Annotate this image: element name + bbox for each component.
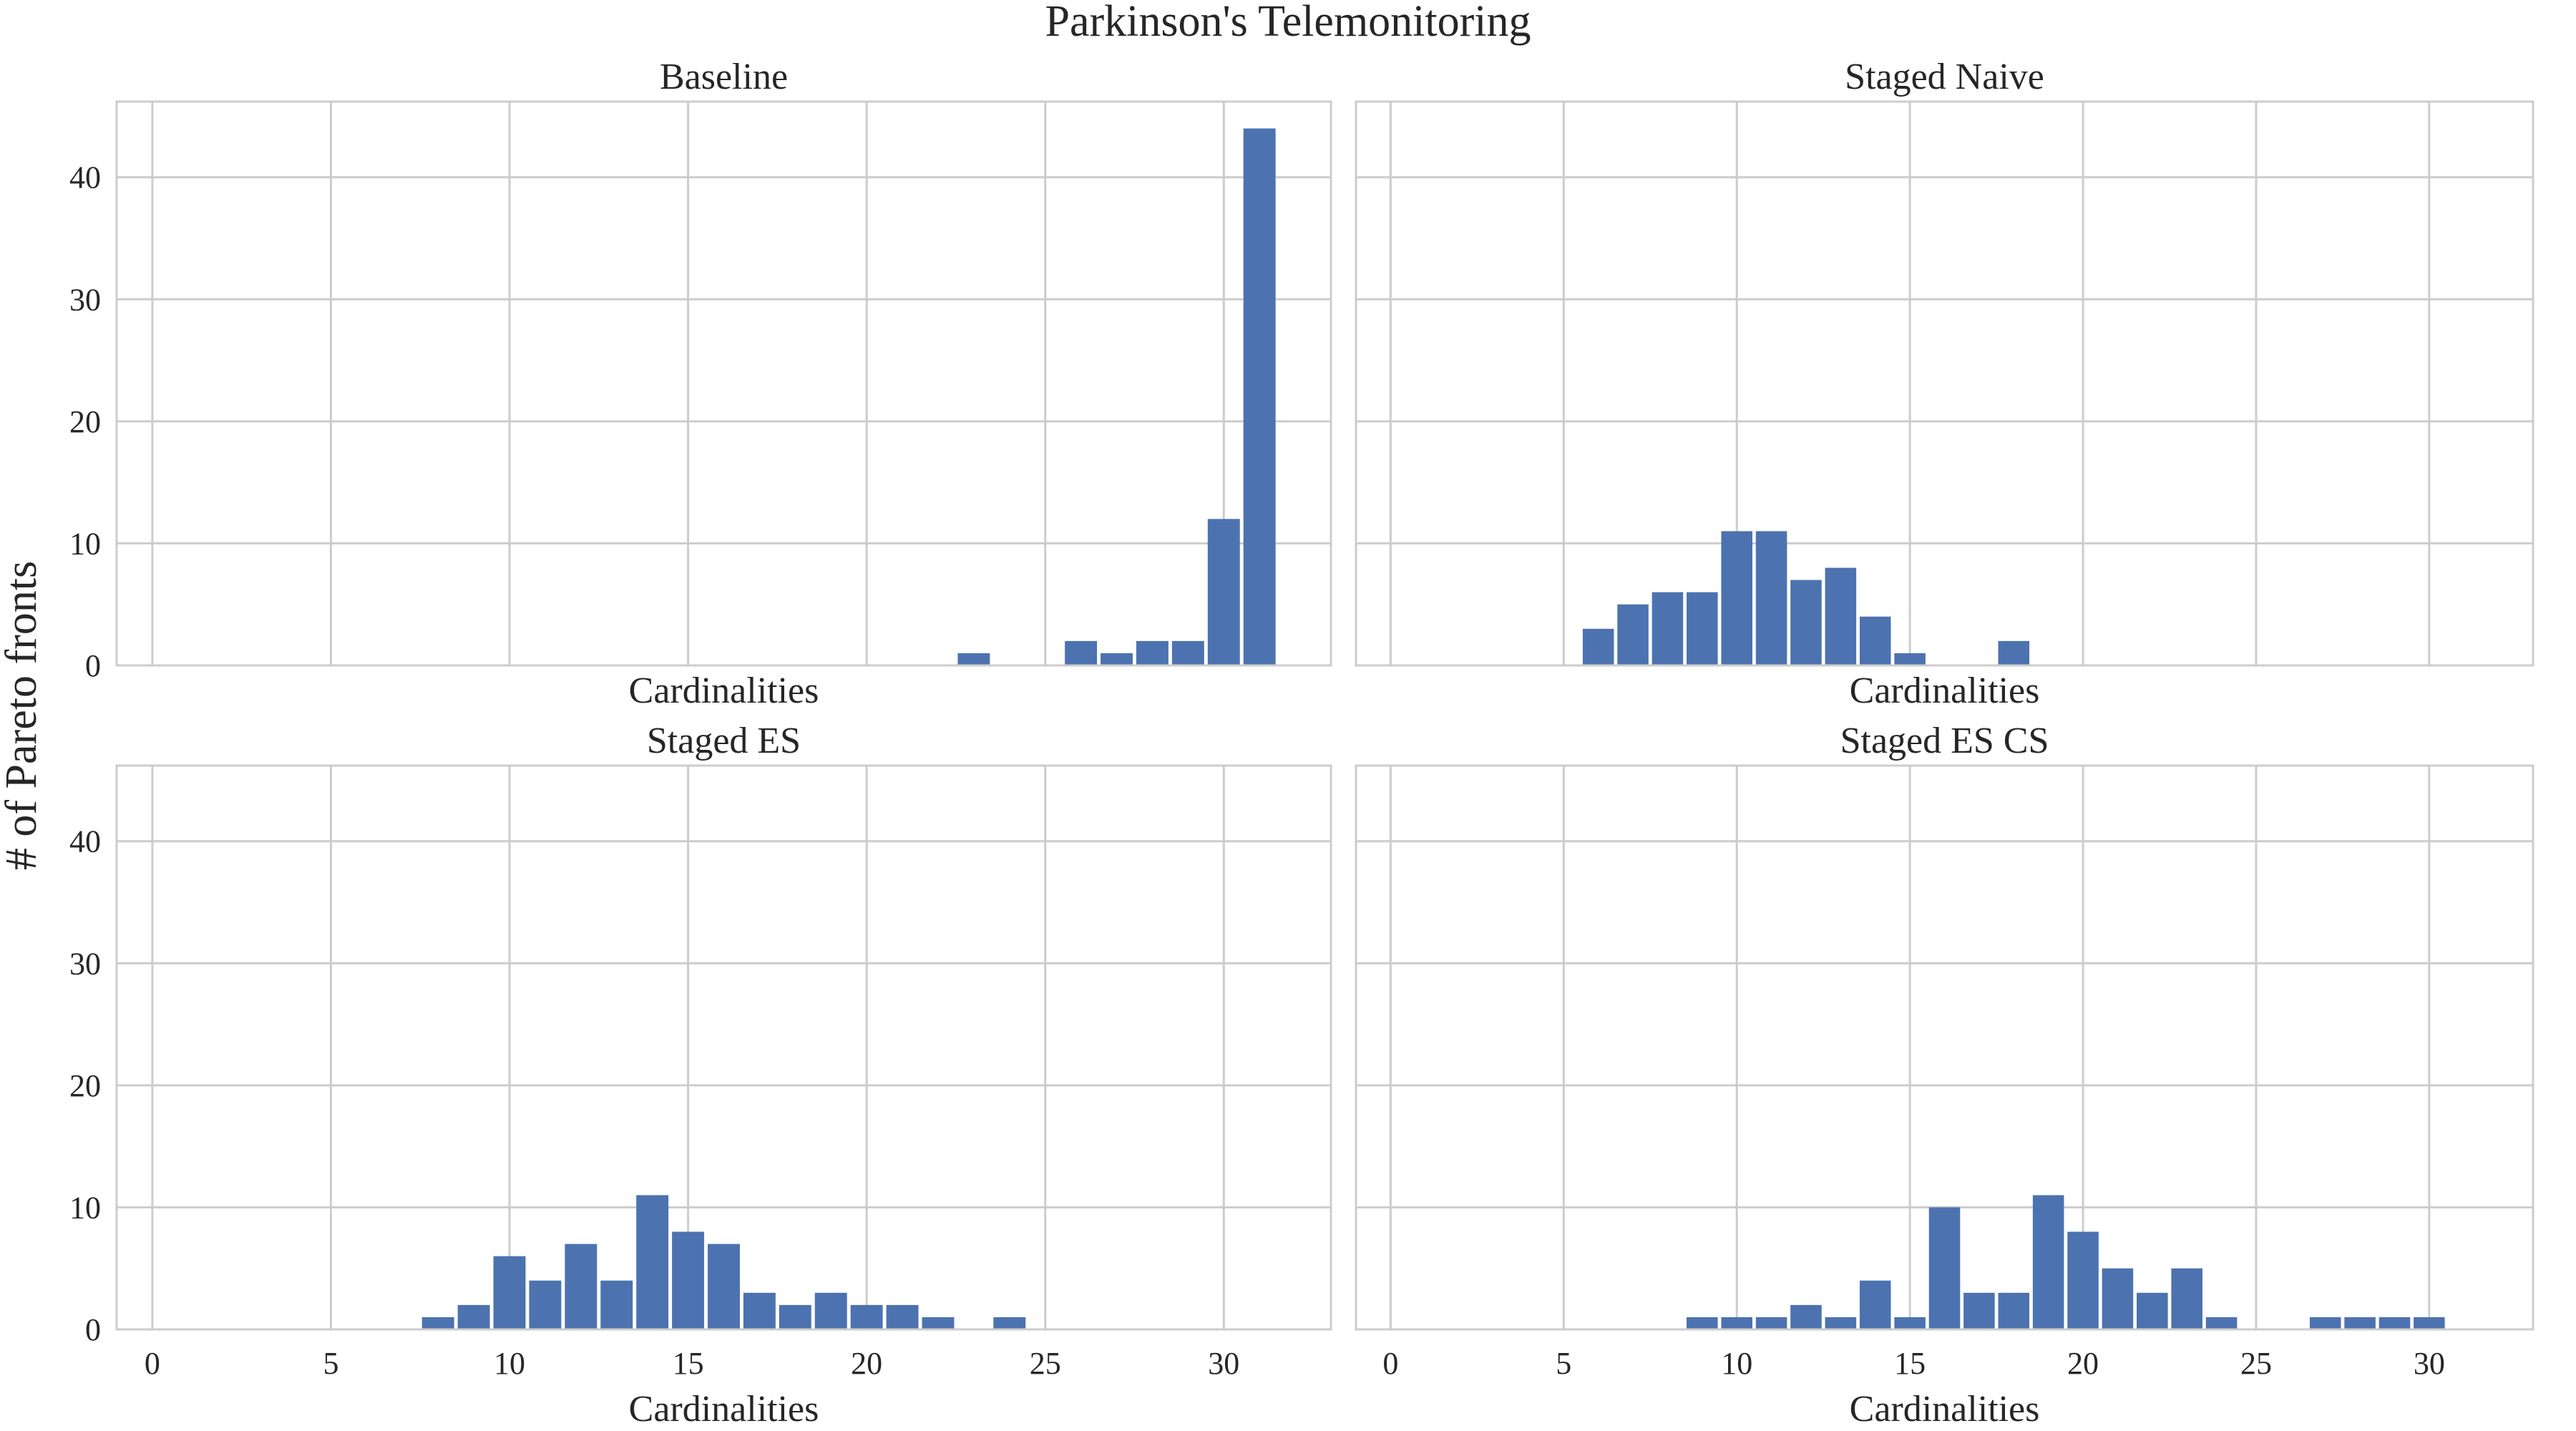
x-tick-label: 30 — [1208, 1346, 1239, 1381]
x-axis-label: Cardinalities — [629, 670, 819, 711]
x-tick-label: 30 — [2414, 1346, 2445, 1381]
bar — [1928, 1207, 1961, 1329]
bar — [2344, 1317, 2376, 1329]
bar — [1065, 640, 1098, 665]
bar — [1998, 1292, 2030, 1329]
y-tick-label: 40 — [69, 824, 101, 859]
bar — [2137, 1292, 2168, 1329]
plot-frame — [1355, 100, 2534, 667]
subplot-1: Staged Naive Cardinalities — [1355, 57, 2534, 711]
bar — [1171, 640, 1204, 665]
bar — [2414, 1317, 2445, 1329]
bar — [600, 1280, 633, 1329]
subplot-title: Staged ES — [647, 721, 801, 761]
bar — [2171, 1268, 2202, 1329]
subplots-grid: Baseline Cardinalities 0 10 20 30 40 Staged Nai… — [69, 57, 2534, 1430]
bar — [1998, 640, 2030, 665]
x-tick-label: 5 — [323, 1346, 338, 1381]
bar — [1790, 1304, 1822, 1329]
x-axis-label: Cardinalities — [629, 1389, 819, 1430]
y-tick-label: 40 — [69, 160, 101, 195]
x-tick-label: 15 — [673, 1346, 704, 1381]
subplot-title: Baseline — [660, 57, 788, 97]
bar — [1790, 580, 1822, 665]
bar — [922, 1317, 955, 1329]
bar — [1652, 592, 1684, 665]
y-tick-label: 20 — [69, 404, 101, 439]
bar — [1825, 1317, 1857, 1329]
x-tick-label: 20 — [2067, 1346, 2099, 1381]
bar — [779, 1304, 811, 1329]
bar — [493, 1256, 526, 1329]
bar — [529, 1280, 562, 1329]
bar — [457, 1304, 490, 1329]
y-tick-label: 0 — [85, 1312, 101, 1347]
x-tick-label: 20 — [851, 1346, 882, 1381]
bar — [1721, 1317, 1752, 1329]
bar — [1755, 531, 1787, 665]
bar — [743, 1292, 776, 1329]
bar — [565, 1244, 597, 1329]
plot-frame — [115, 100, 1332, 667]
x-tick-label: 5 — [1556, 1346, 1571, 1381]
bar — [1721, 531, 1752, 665]
bar — [1894, 653, 1926, 665]
subplot-title: Staged Naive — [1845, 57, 2044, 97]
bar — [850, 1304, 883, 1329]
x-tick-label: 15 — [1894, 1346, 1926, 1381]
figure-title: Parkinson's Telemonitoring — [1045, 0, 1531, 46]
bar — [1101, 653, 1133, 665]
bar — [1825, 567, 1857, 665]
x-tick-label: 25 — [1030, 1346, 1061, 1381]
y-tick-label: 10 — [69, 1190, 101, 1225]
subplot-3: Staged ES CS Cardinalities 0 5 10 15 20 25 30 — [1355, 721, 2534, 1430]
bar — [1687, 1317, 1718, 1329]
bar — [1136, 640, 1169, 665]
bar — [2205, 1317, 2238, 1329]
x-tick-label: 10 — [1721, 1346, 1752, 1381]
bar — [1617, 604, 1649, 665]
bar — [1859, 1280, 1891, 1329]
bar — [421, 1317, 454, 1329]
bar — [1859, 616, 1891, 665]
bar — [636, 1195, 669, 1329]
x-tick-label: 10 — [494, 1346, 525, 1381]
subplot-0: Baseline Cardinalities 0 10 20 30 40 — [69, 57, 1332, 711]
bar — [672, 1231, 705, 1329]
bar — [1687, 592, 1718, 665]
bar — [1755, 1317, 1787, 1329]
y-tick-label: 0 — [85, 648, 101, 683]
x-tick-label: 25 — [2240, 1346, 2272, 1381]
x-tick-label: 0 — [1382, 1346, 1398, 1381]
figure-ylabel: # of Pareto fronts — [0, 561, 46, 870]
bar — [1963, 1292, 1995, 1329]
bar — [1582, 628, 1614, 665]
plot-frame — [1355, 764, 2534, 1331]
bar — [2379, 1317, 2411, 1329]
bar — [1894, 1317, 1926, 1329]
y-tick-label: 20 — [69, 1068, 101, 1103]
plot-frame — [115, 764, 1332, 1331]
x-axis-label: Cardinalities — [1850, 670, 2040, 711]
bar — [1207, 519, 1240, 665]
bar — [814, 1292, 847, 1329]
bar — [2102, 1268, 2134, 1329]
subplot-2: Staged ES Cardinalities 0 5 10 15 20 25 30 0 10 20 3… — [69, 721, 1332, 1430]
y-tick-label: 30 — [69, 946, 101, 981]
bar — [2309, 1317, 2341, 1329]
x-axis-label: Cardinalities — [1850, 1389, 2040, 1430]
bar — [957, 653, 990, 665]
bar — [2067, 1231, 2099, 1329]
bar — [2032, 1195, 2064, 1329]
bar — [886, 1304, 919, 1329]
bar — [993, 1317, 1026, 1329]
bar — [1243, 128, 1276, 665]
y-tick-label: 10 — [69, 526, 101, 561]
x-tick-label: 0 — [145, 1346, 160, 1381]
bar — [708, 1244, 740, 1329]
subplot-title: Staged ES CS — [1840, 721, 2049, 761]
y-tick-label: 30 — [69, 282, 101, 317]
